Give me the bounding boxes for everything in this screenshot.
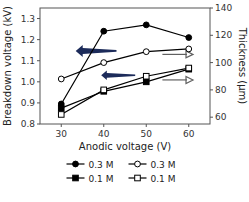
legend-marker xyxy=(73,175,79,181)
y-tick xyxy=(37,60,40,61)
data-point xyxy=(101,60,107,66)
data-point xyxy=(186,35,192,41)
series-line xyxy=(61,25,189,104)
y-tick-label: 1.1 xyxy=(21,56,35,66)
data-point xyxy=(143,22,149,28)
y2-tick xyxy=(210,62,213,63)
data-point xyxy=(143,79,149,85)
arrow xyxy=(76,45,117,57)
y-tick xyxy=(37,18,40,19)
y-tick-label: 1.0 xyxy=(21,77,36,87)
annotation-arrows xyxy=(76,45,193,84)
data-point xyxy=(186,65,192,71)
y2-axis-label: Thickness (μm) xyxy=(237,27,248,105)
legend-marker xyxy=(135,161,141,167)
legend-label: 0.3 M xyxy=(151,160,176,170)
data-point xyxy=(186,46,192,52)
x-tick-label: 40 xyxy=(98,129,110,139)
y-tick xyxy=(37,124,40,125)
y-tick xyxy=(37,39,40,40)
y-tick xyxy=(37,81,40,82)
y2-tick-label: 60 xyxy=(215,112,227,122)
legend-label: 0.1 M xyxy=(151,174,176,184)
y-tick-label: 1.2 xyxy=(21,35,35,45)
x-tick-label: 60 xyxy=(183,129,195,139)
legend-label: 0.1 M xyxy=(89,174,114,184)
series-line xyxy=(61,69,189,108)
legend: 0.3 M 0.1 M 0.3 M 0.1 M xyxy=(67,160,176,184)
y-tick-label: 0.8 xyxy=(21,119,36,129)
y2-tick xyxy=(210,8,213,9)
y2-tick-label: 140 xyxy=(215,3,232,13)
legend-marker xyxy=(73,161,79,167)
x-tick xyxy=(146,124,147,127)
data-point xyxy=(143,49,149,55)
series-line xyxy=(61,49,189,79)
data-point xyxy=(143,73,149,79)
x-axis-label: Anodic voltage (V) xyxy=(79,141,171,152)
y2-tick-label: 80 xyxy=(215,85,227,95)
data-point xyxy=(101,87,107,93)
y2-tick-label: 100 xyxy=(215,58,232,68)
y-tick-label: 1.3 xyxy=(21,14,35,24)
y-axis-label: Breakdown voltage (kV) xyxy=(2,6,13,126)
arrow xyxy=(162,79,187,80)
plot-frame xyxy=(40,8,210,124)
arrow xyxy=(162,54,187,55)
data-point xyxy=(58,76,64,82)
y2-tick xyxy=(210,89,213,90)
arrow xyxy=(101,70,135,80)
y2-tick-label: 120 xyxy=(215,30,232,40)
x-tick xyxy=(61,124,62,127)
y-tick xyxy=(37,102,40,103)
x-tick xyxy=(188,124,189,127)
y2-tick xyxy=(210,117,213,118)
data-point xyxy=(58,105,64,111)
legend-marker xyxy=(135,175,141,181)
x-tick xyxy=(103,124,104,127)
data-point xyxy=(101,28,107,34)
x-tick-label: 30 xyxy=(56,129,68,139)
chart: 30 40 50 60 0.8 0.9 1.0 1.1 1.2 1.3 60 80 100 120 140 A… xyxy=(0,0,249,202)
data-layer xyxy=(58,22,191,117)
y2-tick xyxy=(210,35,213,36)
data-point xyxy=(58,112,64,118)
y-tick-label: 0.9 xyxy=(21,98,36,108)
arrow-head xyxy=(186,76,193,83)
x-tick-label: 50 xyxy=(141,129,153,139)
series-line xyxy=(61,68,189,114)
legend-label: 0.3 M xyxy=(89,160,114,170)
